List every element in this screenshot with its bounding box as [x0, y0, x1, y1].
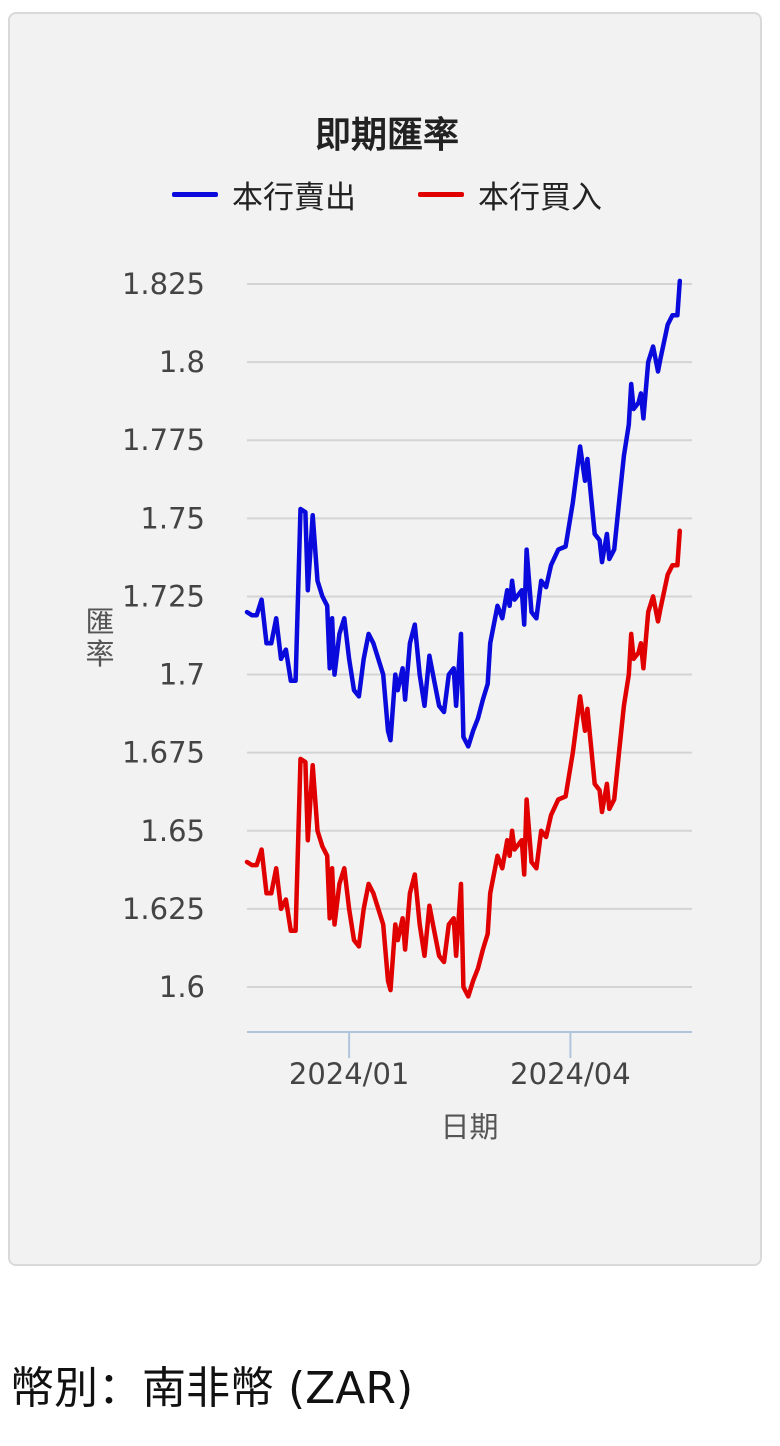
x-tick-label: 2024/01 [289, 1057, 409, 1091]
y-tick-label: 1.775 [122, 423, 205, 457]
y-axis-title: 匯率 [85, 605, 114, 671]
chart-legend: 本行賣出 本行買入 [10, 172, 764, 217]
series-line-sell [244, 278, 683, 749]
y-tick-label: 1.625 [122, 892, 205, 926]
legend-swatch-sell [172, 192, 218, 197]
y-tick-label: 1.8 [159, 345, 205, 379]
legend-item-buy[interactable]: 本行買入 [418, 172, 602, 217]
y-tick-label: 1.75 [140, 501, 205, 535]
series-line-buy [244, 528, 683, 999]
legend-item-sell[interactable]: 本行賣出 [172, 172, 356, 217]
y-tick-label: 1.725 [122, 579, 205, 613]
chart-card: 即期匯率 本行賣出 本行買入 1.825 1.8 1.775 1.75 1.725 1.7… [8, 12, 762, 1266]
legend-label-sell: 本行賣出 [232, 180, 356, 216]
y-tick-label: 1.825 [122, 267, 205, 301]
y-tick-label: 1.6 [159, 970, 205, 1004]
y-tick-label: 1.7 [159, 658, 205, 692]
y-tick-label: 1.65 [140, 814, 205, 848]
legend-label-buy: 本行買入 [478, 180, 602, 216]
chart-title: 即期匯率 [314, 115, 459, 156]
currency-label: 幣別：南非幣 (ZAR) [10, 1363, 414, 1414]
legend-swatch-buy [418, 192, 464, 197]
x-tick-label: 2024/04 [510, 1057, 630, 1091]
chart-plot: 1.825 1.8 1.775 1.75 1.725 1.7 1.675 1.65 1.625 1… [85, 267, 692, 1144]
x-axis-title: 日期 [440, 1110, 498, 1144]
y-tick-label: 1.675 [122, 736, 205, 770]
